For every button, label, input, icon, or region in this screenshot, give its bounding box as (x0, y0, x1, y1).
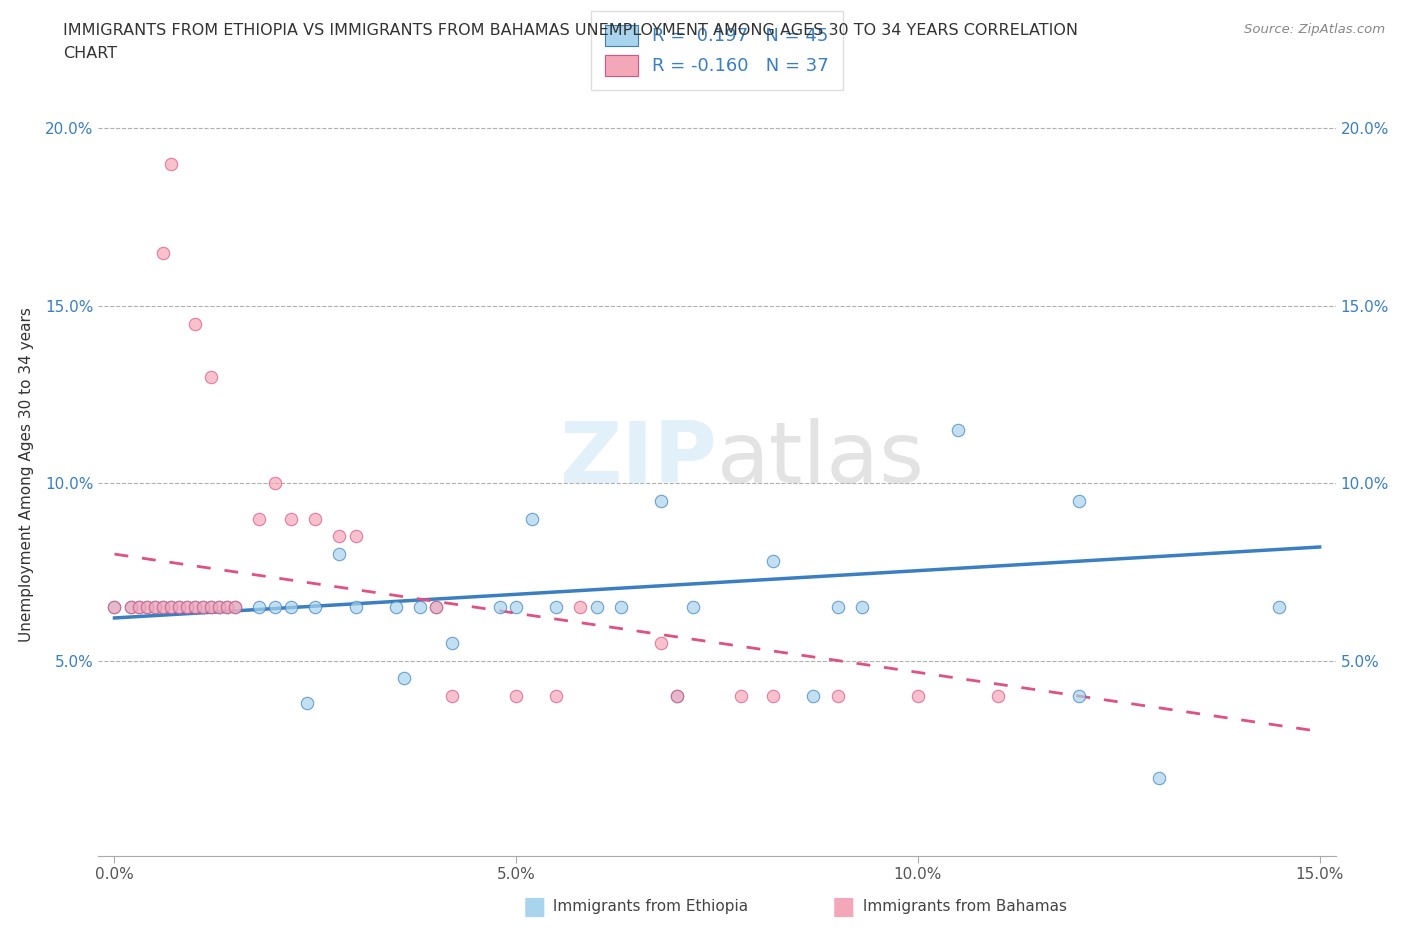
Point (762, 688, 785, 703)
Point (569, 600, 592, 615)
Point (200, 600, 222, 615)
Point (762, 553, 785, 568)
Point (143, 600, 166, 615)
Text: atlas: atlas (717, 418, 925, 500)
Point (159, 600, 181, 615)
Point (143, 600, 166, 615)
Point (328, 529, 350, 544)
Point (730, 688, 752, 703)
Text: Immigrants from Ethiopia: Immigrants from Ethiopia (548, 899, 748, 914)
Point (609, 600, 631, 615)
Point (946, 422, 969, 437)
Point (264, 476, 287, 491)
Point (1067, 494, 1090, 509)
Point (280, 600, 302, 615)
Point (191, 600, 214, 615)
Text: CHART: CHART (63, 46, 117, 61)
Point (103, 600, 125, 615)
Point (304, 600, 326, 615)
Point (585, 600, 607, 615)
Point (135, 600, 157, 615)
Text: Source: ZipAtlas.com: Source: ZipAtlas.com (1244, 23, 1385, 36)
Point (827, 600, 849, 615)
Point (1067, 688, 1090, 703)
Point (167, 600, 190, 615)
Point (215, 600, 238, 615)
Point (247, 600, 270, 615)
Point (803, 688, 825, 703)
Point (987, 688, 1010, 703)
Point (152, 600, 174, 615)
Point (440, 635, 463, 650)
Point (120, 600, 142, 615)
Y-axis label: Unemployment Among Ages 30 to 34 years: Unemployment Among Ages 30 to 34 years (20, 307, 34, 642)
Point (200, 369, 222, 384)
Point (200, 600, 222, 615)
Point (224, 600, 246, 615)
Point (665, 688, 688, 703)
Point (176, 600, 198, 615)
Point (384, 600, 406, 615)
Point (522, 512, 544, 526)
Point (546, 600, 568, 615)
Point (344, 600, 367, 615)
Text: IMMIGRANTS FROM ETHIOPIA VS IMMIGRANTS FROM BAHAMAS UNEMPLOYMENT AMONG AGES 30 T: IMMIGRANTS FROM ETHIOPIA VS IMMIGRANTS F… (63, 23, 1078, 38)
Point (682, 600, 704, 615)
Point (851, 600, 873, 615)
Text: ■: ■ (523, 895, 546, 919)
Point (191, 600, 214, 615)
Point (184, 600, 207, 615)
Point (827, 688, 849, 703)
Point (907, 688, 929, 703)
Point (1268, 600, 1291, 615)
Point (650, 635, 672, 650)
Point (184, 600, 207, 615)
Point (650, 494, 672, 509)
Point (264, 600, 287, 615)
Point (344, 529, 367, 544)
Text: Immigrants from Bahamas: Immigrants from Bahamas (858, 899, 1067, 914)
Point (159, 156, 181, 171)
Point (128, 600, 150, 615)
Point (176, 600, 198, 615)
Point (208, 600, 231, 615)
Point (665, 688, 688, 703)
Point (247, 512, 270, 526)
Point (103, 600, 125, 615)
Point (135, 600, 157, 615)
Point (328, 547, 350, 562)
Point (409, 600, 432, 615)
Point (128, 600, 150, 615)
Point (120, 600, 142, 615)
Point (297, 696, 319, 711)
Point (1147, 770, 1170, 785)
Point (184, 316, 207, 331)
Point (440, 688, 463, 703)
Point (215, 600, 238, 615)
Point (505, 688, 527, 703)
Point (546, 688, 568, 703)
Point (505, 600, 527, 615)
Point (152, 600, 174, 615)
Point (304, 512, 326, 526)
Point (425, 600, 447, 615)
Point (224, 600, 246, 615)
Text: ZIP: ZIP (560, 418, 717, 500)
Point (159, 600, 181, 615)
Point (489, 600, 512, 615)
Point (392, 671, 415, 685)
Point (425, 600, 447, 615)
Point (208, 600, 231, 615)
Point (167, 600, 190, 615)
Point (280, 512, 302, 526)
Text: ■: ■ (832, 895, 855, 919)
Legend: R =  0.197   N = 45, R = -0.160   N = 37: R = 0.197 N = 45, R = -0.160 N = 37 (591, 10, 844, 90)
Point (152, 246, 174, 260)
